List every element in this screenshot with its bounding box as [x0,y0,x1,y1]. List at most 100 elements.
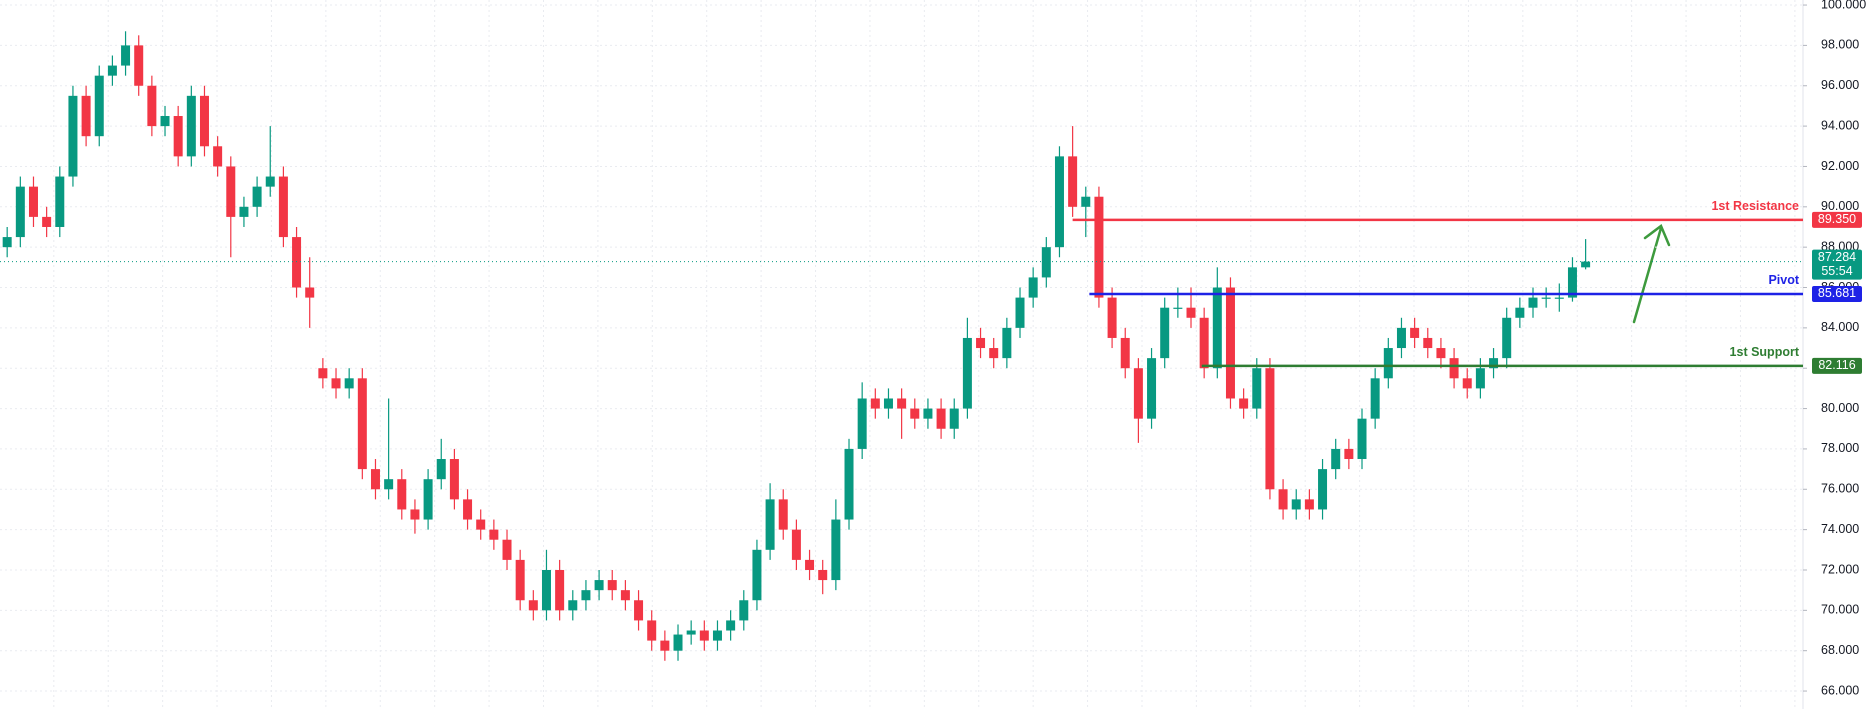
candle-body [2,237,12,248]
y-tick-label: 68.000 [1821,643,1859,657]
candle-body [15,186,25,238]
candle-body [1081,196,1091,207]
countdown-label: 55:54 [1821,264,1852,278]
candle-body [410,509,420,520]
candle-body [476,519,486,530]
candle-body [1304,499,1314,510]
candle-body [1225,287,1235,399]
candle-body [173,116,183,157]
candle-body [199,95,209,147]
candle-body [1554,297,1564,299]
y-tick-label: 94.000 [1821,118,1859,132]
candle-body [660,640,670,651]
candle-body [976,337,986,349]
candle-body [134,45,144,86]
level-badge [1812,211,1862,228]
candle-body [344,378,354,389]
candle-body [1462,378,1472,389]
candle-body [68,95,78,177]
candle-body [620,590,630,601]
candle-body [883,398,893,409]
candle-body [357,378,367,470]
candle-body [607,580,617,591]
candle-body [870,398,880,409]
candle-body [278,176,288,238]
candle-body [1541,297,1551,299]
candle-body [594,580,604,591]
candle-body [1120,337,1130,369]
candle-body [726,620,736,631]
candle-body [962,337,972,409]
candle-body [752,549,762,601]
arrow-head [1643,224,1671,247]
candle-body [292,237,302,288]
candle-body [384,479,394,490]
level-name: 1st Support [1730,345,1800,359]
candle-body [1318,469,1328,510]
y-tick-label: 100.000 [1821,0,1866,11]
level-name: 1st Resistance [1711,199,1799,213]
candle-body [489,529,499,540]
candle-body [397,479,407,510]
candle-body [186,95,196,157]
candle-body [712,630,722,641]
candle-body [331,378,341,389]
candle-body [1567,267,1577,298]
candle-body [541,569,551,611]
candle-body [686,630,696,635]
candle-body [28,186,38,217]
y-tick-label: 96.000 [1821,78,1859,92]
candle-body [1502,317,1512,359]
candle-body [1054,156,1064,248]
y-tick-label: 76.000 [1821,482,1859,496]
candle-body [1041,247,1051,278]
candle-body [791,529,801,560]
candle-body [647,620,657,641]
candle-body [121,45,131,66]
y-tick-label: 92.000 [1821,159,1859,173]
current-price-label: 87.284 [1818,250,1856,264]
candle-body [1212,287,1222,369]
candle-body [989,348,999,359]
y-tick-label: 98.000 [1821,38,1859,52]
candle-body [634,600,644,621]
candle-body [1581,261,1591,268]
candle-body [581,590,591,601]
candle-body [147,85,157,127]
candle-body [1423,337,1433,349]
level-value-label: 85.681 [1818,286,1856,300]
candle-body [107,65,117,76]
candle-body [423,479,433,520]
candle-body [1002,327,1012,359]
candle-body [739,600,749,621]
candle-body [1173,307,1183,309]
candle-body [436,459,446,480]
level-badge [1812,285,1862,302]
current-price-badge [1812,249,1862,280]
candle-body [831,519,841,581]
candle-body [818,569,828,581]
candle-body [1186,307,1196,318]
candle-body [1252,368,1262,409]
candle-body [1015,297,1025,328]
candle-body [673,634,683,651]
candle-body [463,499,473,520]
y-tick-label: 80.000 [1821,401,1859,415]
candle-body [1291,499,1301,510]
candle-body [370,469,380,490]
candle-body [213,146,223,167]
y-tick-label: 74.000 [1821,522,1859,536]
level-value-label: 82.116 [1818,358,1855,372]
y-tick-label: 70.000 [1821,603,1859,617]
candle-body [55,176,65,227]
y-tick-label: 90.000 [1821,199,1859,213]
candle-body [42,216,52,227]
candle-body [1410,327,1420,338]
level-badge [1812,357,1862,374]
candle-body [1107,297,1117,338]
candle-body [1436,348,1446,359]
candle-body [1449,358,1459,379]
candle-body [1475,368,1485,389]
